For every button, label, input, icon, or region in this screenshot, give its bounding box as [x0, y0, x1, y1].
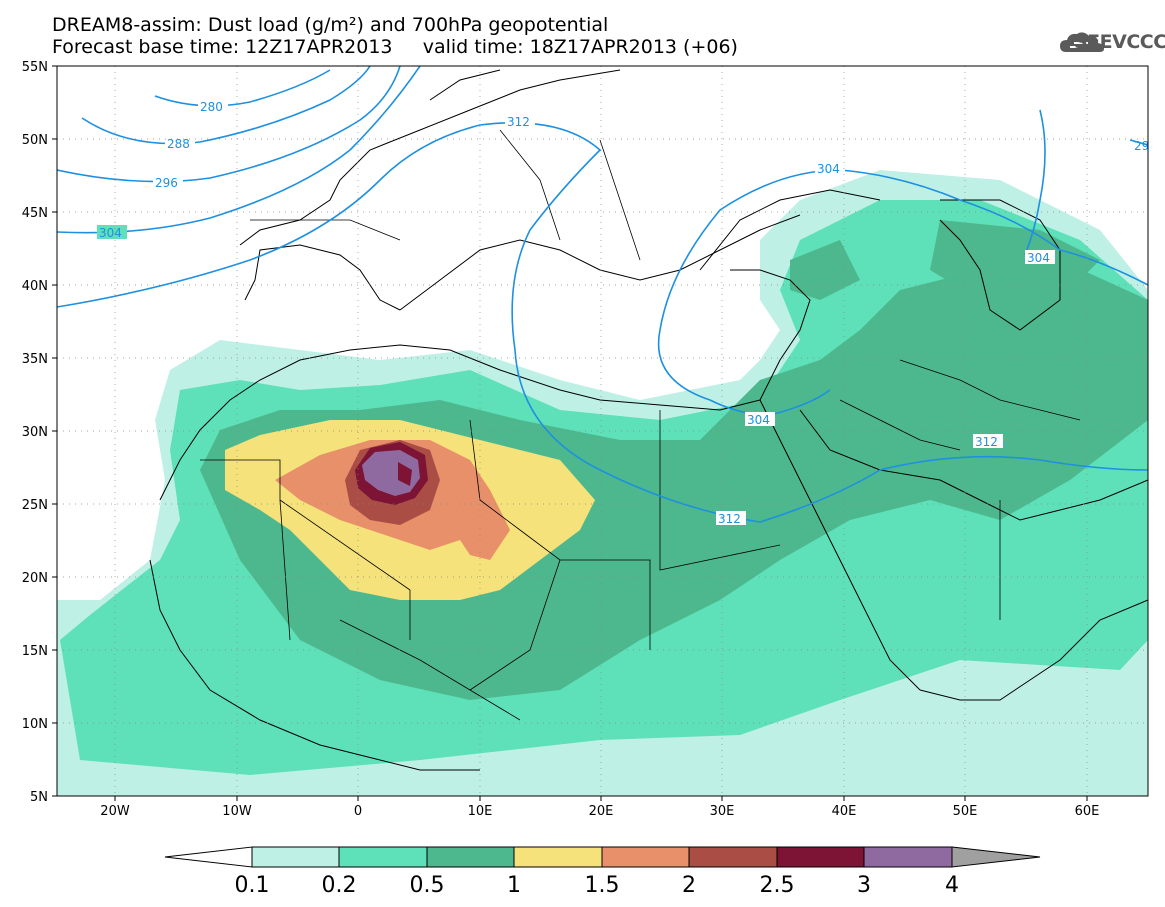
cloud-icon — [1060, 32, 1104, 52]
colorbar-segment — [338, 846, 428, 868]
colorbar-segment — [863, 846, 953, 868]
colorbar-segment — [688, 846, 778, 868]
colorbar-segment — [513, 846, 603, 868]
lat-label: 35N — [22, 352, 48, 367]
colorbar-label: 1 — [507, 873, 521, 898]
lat-label: 50N — [22, 133, 48, 148]
colorbar-label: 0.1 — [235, 873, 270, 898]
colorbar-label: 0.5 — [410, 873, 445, 898]
contour-label: 280 — [200, 100, 223, 114]
contour-label: 304 — [99, 226, 122, 240]
dust-fields: 280 288 296 304 312 312 304 304 312 304 … — [57, 66, 1149, 796]
lat-label: 55N — [22, 60, 48, 75]
axis-ticks — [52, 65, 1088, 801]
colorbar-label: 3 — [857, 873, 871, 898]
map-title: DREAM8-assim: Dust load (g/m²) and 700hP… — [52, 14, 609, 36]
lat-label: 25N — [22, 498, 48, 513]
coastlines — [149, 69, 1148, 771]
forecast-time-line: Forecast base time: 12Z17APR2013 valid t… — [52, 36, 738, 58]
colorbar-label: 1.5 — [585, 873, 620, 898]
lat-label: 30N — [22, 425, 48, 440]
lon-label: 50E — [953, 804, 978, 819]
lat-label: 15N — [22, 644, 48, 659]
geopotential-contours — [57, 66, 1148, 523]
colorbar-label: 0.2 — [322, 873, 357, 898]
country-borders — [200, 129, 1081, 721]
contour-label: 312 — [507, 115, 530, 129]
contour-label: 312 — [718, 512, 741, 526]
lat-label: 45N — [22, 206, 48, 221]
lat-label: 20N — [22, 571, 48, 586]
longitude-labels: 20W 10W 0 10E 20E 30E 40E 50E 60E — [100, 804, 1099, 819]
lon-label: 30E — [710, 804, 735, 819]
lon-label: 10E — [468, 804, 493, 819]
contour-labels: 280 288 296 304 312 312 304 304 312 304 … — [97, 100, 1149, 526]
lon-label: 20E — [589, 804, 614, 819]
colorbar-segment — [776, 846, 865, 868]
colorbar-segment — [251, 846, 340, 868]
colorbar-segment — [601, 846, 690, 868]
dust-band-3 — [362, 450, 420, 496]
lon-label: 40E — [832, 804, 857, 819]
colorbar-label: 2.5 — [760, 873, 795, 898]
lon-label: 60E — [1075, 804, 1100, 819]
contour-label: 296 — [155, 176, 178, 190]
colorbar-segment — [426, 846, 515, 868]
lon-label: 20W — [100, 804, 130, 819]
contour-label: 288 — [167, 137, 190, 151]
colorbar — [164, 846, 1041, 868]
lat-label: 5N — [30, 790, 48, 805]
lat-label: 10N — [22, 717, 48, 732]
latitude-labels: 55N 50N 45N 40N 35N 30N 25N 20N 15N 10N … — [22, 60, 48, 805]
contour-label: 304 — [747, 413, 770, 427]
colorbar-labels: 0.1 0.2 0.5 1 1.5 2 2.5 3 4 — [235, 873, 960, 898]
colorbar-label: 2 — [682, 873, 696, 898]
seevccc-logo-text: SEEVCCC — [1074, 31, 1165, 53]
contour-label: 312 — [975, 435, 998, 449]
contour-label: 304 — [1027, 251, 1050, 265]
lon-label: 0 — [354, 804, 362, 819]
lon-label: 10W — [222, 804, 252, 819]
contour-label: 29 — [1134, 139, 1149, 153]
lat-label: 40N — [22, 279, 48, 294]
contour-label: 304 — [817, 162, 840, 176]
colorbar-high-arrow — [951, 846, 1041, 868]
colorbar-low-arrow — [164, 846, 253, 868]
colorbar-label: 4 — [945, 873, 959, 898]
